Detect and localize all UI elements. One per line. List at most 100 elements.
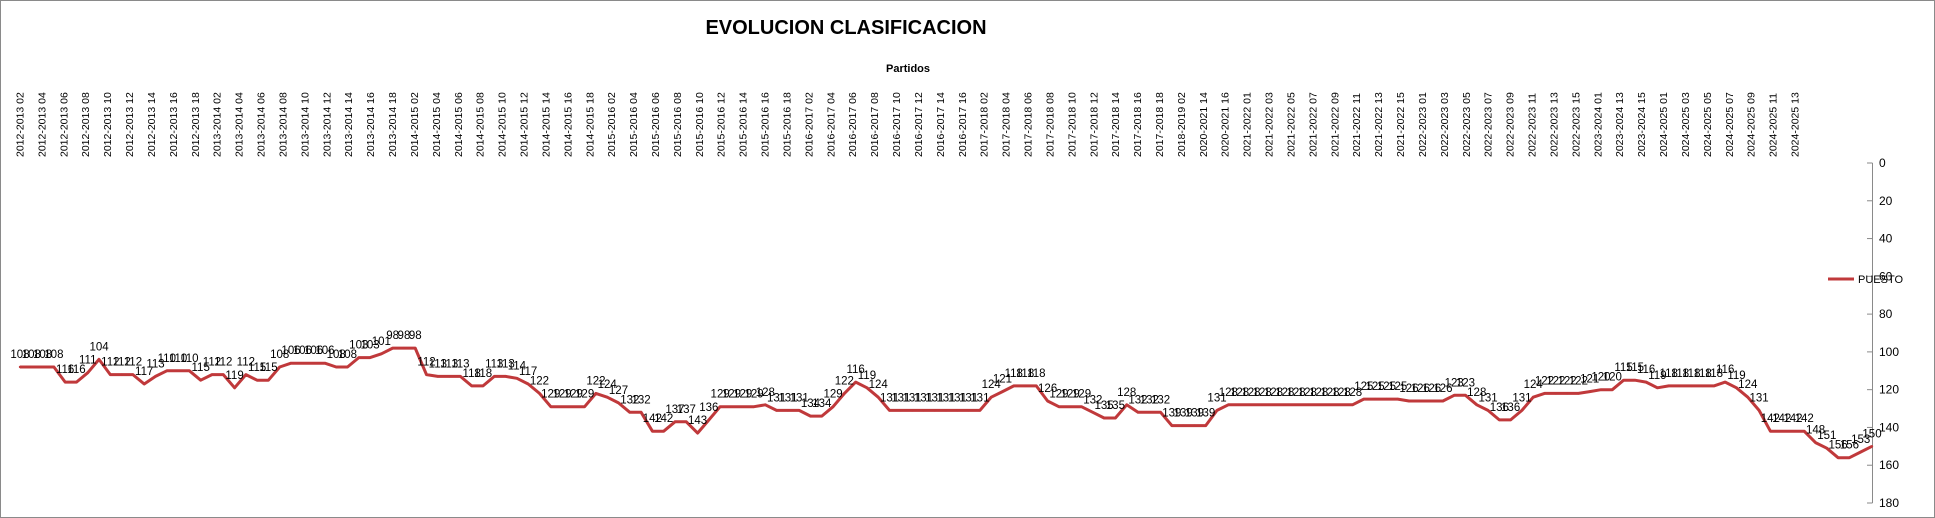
data-point [1407,399,1411,403]
data-label: 125 [1366,381,1385,393]
data-label: 113 [429,358,447,370]
data-label: 112 [124,357,142,369]
data-point [97,358,101,361]
data-point [143,382,146,386]
data-label: 129 [722,389,741,401]
data-label: 128 [1467,387,1486,399]
data-point [1283,403,1286,406]
data-point [1069,405,1072,408]
x-tick-label: 2015-2016 04 [628,92,640,157]
y-tick-label: 40 [1879,232,1893,246]
x-tick-label: 2012-2013 06 [58,92,70,157]
data-point [504,375,507,378]
data-point [357,356,360,359]
data-label: 137 [677,404,696,416]
data-label: 112 [214,357,232,369]
data-label: 135 [1106,400,1125,412]
data-point [1475,403,1478,406]
data-label: 128 [1253,387,1272,399]
data-point [210,373,214,376]
data-label: 124 [1738,379,1758,391]
data-label: 153 [1851,434,1870,446]
x-tick-label: 2016-2017 04 [825,92,837,157]
data-point [1757,409,1761,412]
data-point [1803,430,1806,433]
data-labels: 1081081081081161161111041121121121171131… [10,330,1881,452]
data-point [368,356,372,359]
data-point [1441,399,1445,403]
data-point [1486,409,1490,412]
x-tick-label: 2017-2018 10 [1066,92,1078,157]
data-point [1599,388,1603,391]
data-label: 108 [270,349,289,361]
data-point [233,386,236,389]
data-label: 111 [79,355,96,367]
x-tick-label: 2012-2013 04 [36,92,48,157]
x-tick-label: 2024-2025 13 [1790,92,1802,157]
data-point [662,430,665,433]
data-point [1520,409,1524,412]
data-label: 131 [948,392,967,404]
data-label: 118 [1005,368,1023,380]
data-label: 150 [1862,428,1881,440]
x-tick-label: 2014-2015 08 [475,92,487,157]
data-point [1870,445,1874,448]
data-point [538,392,541,395]
data-point [1464,394,1467,397]
data-point [1385,397,1388,401]
data-point [922,409,925,412]
data-point [797,409,801,412]
data-label: 112 [112,357,130,369]
x-tick-label: 2021-2022 05 [1285,92,1297,157]
data-label: 118 [474,368,492,380]
data-point [1825,447,1829,450]
data-point [199,379,202,382]
data-point [131,373,135,376]
data-point [1091,411,1095,414]
data-label: 116 [846,364,864,376]
data-label: 139 [1185,408,1204,420]
data-label: 113 [451,358,469,370]
data-point [1317,403,1320,406]
data-label: 119 [1727,370,1745,382]
x-tick-label: 2021-2022 11 [1351,93,1363,157]
data-label: 127 [609,385,628,397]
data-point [865,386,869,389]
y-tick-label: 120 [1879,383,1899,397]
data-point [120,373,123,376]
data-label: 118 [1682,368,1700,380]
data-label: 116 [1716,364,1734,376]
data-point [1215,409,1219,412]
y-tick-label: 20 [1879,194,1893,208]
data-label: 116 [67,364,85,376]
data-label: 120 [1591,372,1610,384]
data-label: 129 [823,389,842,401]
data-label: 112 [417,357,435,369]
data-point [1396,397,1399,401]
data-point [414,346,417,350]
data-point [854,380,857,384]
x-tick-label: 2021-2022 03 [1264,92,1276,157]
data-point [583,405,586,408]
data-label: 113 [485,358,503,370]
data-point [673,420,677,423]
y-axis: 0 20 40 60 80 100 120 140 160 180 [1867,156,1899,510]
data-point [775,409,778,412]
data-label: 125 [1388,381,1407,393]
data-point [244,373,248,376]
data-label: 116 [56,364,74,376]
data-label: 142 [1795,413,1814,425]
data-point [1701,384,1704,388]
data-label: 134 [812,398,832,410]
data-point [1769,430,1772,433]
data-label: 137 [665,404,684,416]
x-tick-label: 2017-2018 16 [1132,92,1144,157]
chart-title: EVOLUCION CLASIFICACION [705,17,986,39]
data-label: 126 [1038,383,1057,395]
data-point [549,405,552,408]
data-label: 115 [259,362,277,374]
x-tick-label: 2016-2017 10 [891,92,903,157]
data-point [1532,396,1535,399]
data-point [956,409,959,412]
data-point [1452,394,1456,397]
